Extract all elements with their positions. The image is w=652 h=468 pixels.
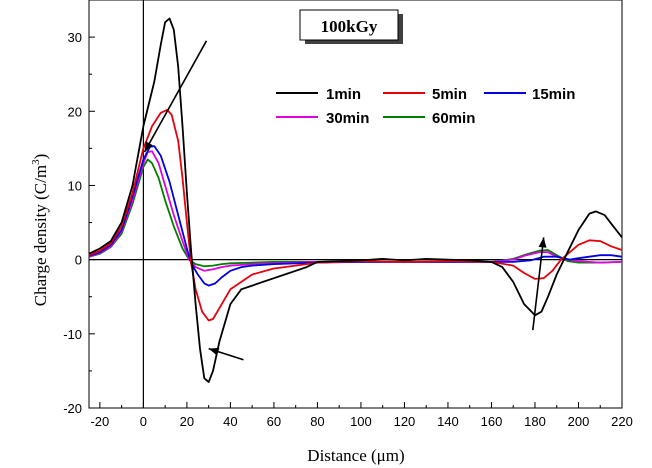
legend-label-1min: 1min	[326, 86, 361, 103]
y-tick-label: 10	[68, 178, 82, 193]
legend-label-15min: 15min	[532, 86, 575, 103]
y-axis-title-sup: 3	[30, 159, 42, 165]
x-tick-label: 180	[524, 414, 546, 429]
y-axis-ticks: -20 -10 0 10 20 30	[63, 0, 95, 416]
y-tick-label: -10	[63, 327, 82, 342]
series-line-60min	[88, 158, 623, 268]
y-axis-title: Charge density (C/m3)	[30, 154, 50, 307]
legend-label-5min: 5min	[432, 86, 467, 103]
x-tick-label: 140	[437, 414, 459, 429]
plot-frame	[88, 0, 623, 409]
trend-arrow-shaft	[532, 237, 545, 331]
trend-arrows	[143, 40, 547, 361]
trend-arrow-shaft	[143, 40, 208, 153]
trend-arrow-head	[208, 347, 220, 356]
trend-arrow-head	[144, 141, 153, 153]
x-tick-label: 40	[223, 414, 237, 429]
x-tick-label: 0	[140, 414, 147, 429]
x-tick-label: 100	[350, 414, 372, 429]
y-axis-title-end: )	[31, 154, 50, 160]
x-tick-label: 220	[611, 414, 633, 429]
trend-arrow-head	[538, 237, 547, 248]
x-tick-label: -20	[90, 414, 109, 429]
x-tick-label: 60	[267, 414, 281, 429]
series-line-5min	[88, 108, 623, 322]
y-tick-label: 30	[68, 30, 82, 45]
x-tick-label: 20	[180, 414, 194, 429]
y-tick-label: -20	[63, 401, 82, 416]
x-tick-label: 160	[481, 414, 503, 429]
x-tick-label: 80	[310, 414, 324, 429]
legend-label-30min: 30min	[326, 110, 369, 127]
y-axis-title-main: Charge density (C/m	[31, 165, 50, 306]
series-line-1min	[88, 17, 623, 383]
legend: 1min 5min 15min 30min 60min	[276, 86, 575, 127]
series-line-30min	[88, 150, 623, 272]
legend-label-60min: 60min	[432, 110, 475, 127]
x-axis-ticks: -20 0 20 40 60 80 100 120 140 160 180 200 220	[90, 402, 633, 429]
x-tick-label: 120	[394, 414, 416, 429]
x-axis-title: Distance (μm)	[307, 446, 404, 465]
chart-title: 100kGy	[321, 17, 378, 36]
y-tick-label: 20	[68, 104, 82, 119]
y-tick-label: 0	[75, 253, 82, 268]
title-box	[299, 9, 399, 41]
x-tick-label: 200	[568, 414, 590, 429]
